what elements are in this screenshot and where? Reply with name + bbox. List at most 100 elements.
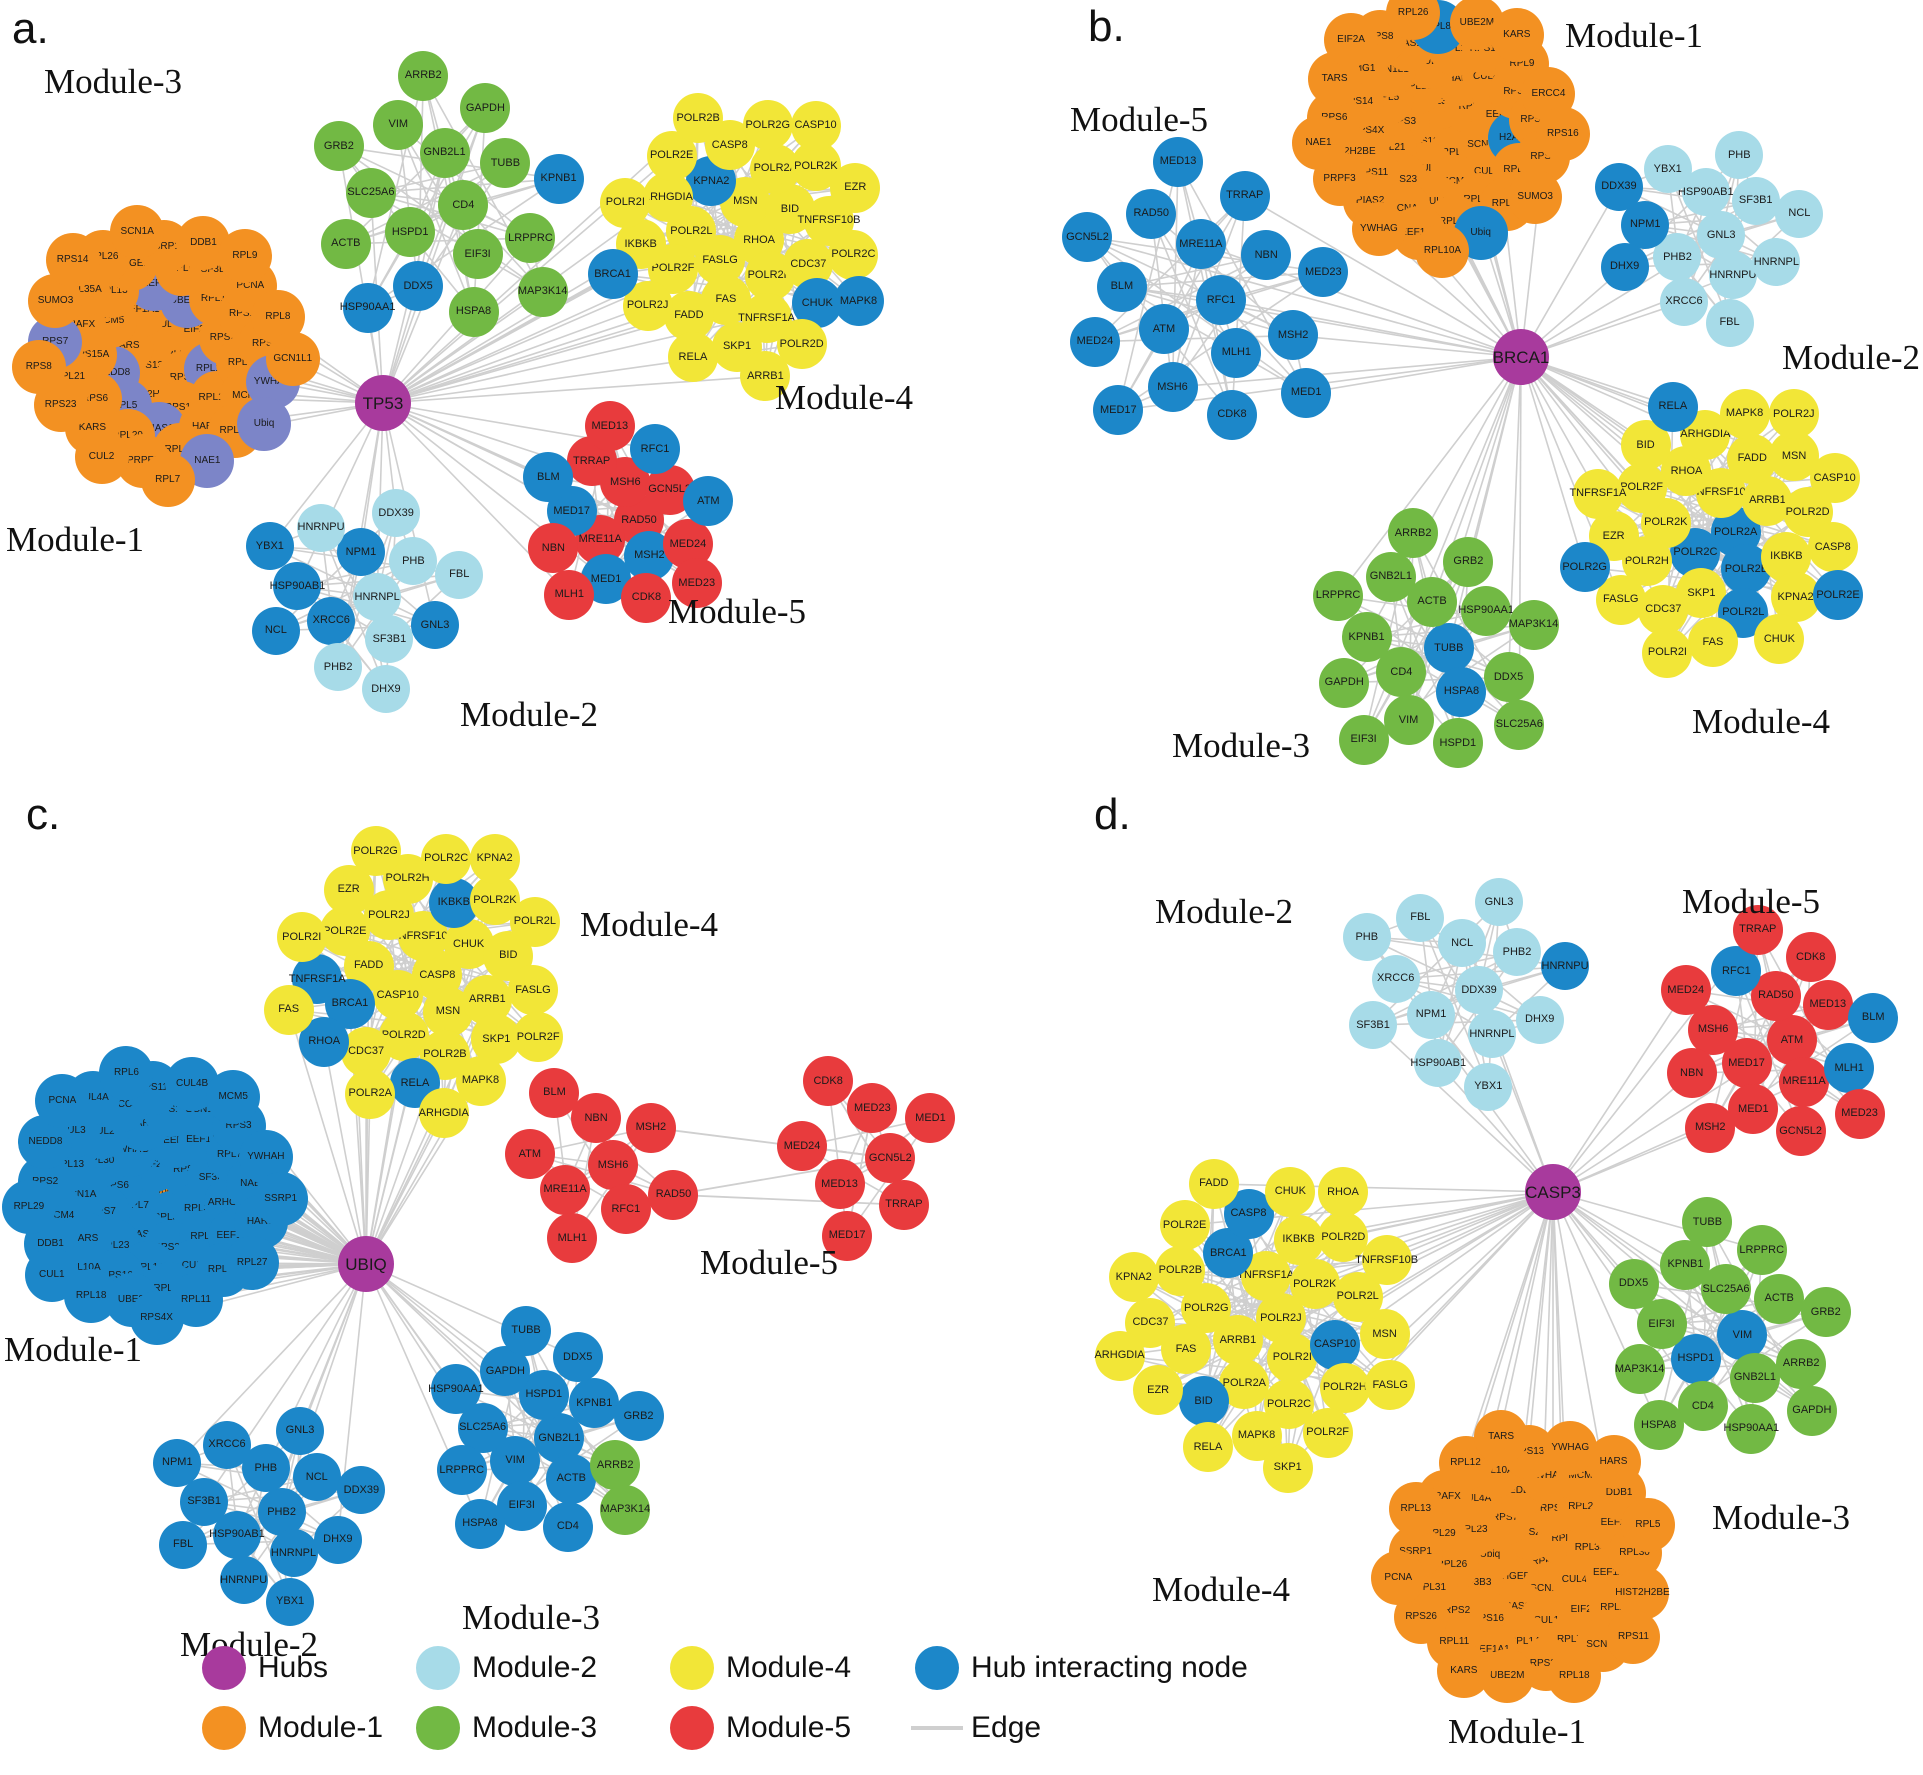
- node-label: FASLG: [1603, 593, 1639, 606]
- node-label: POLR2D: [381, 1029, 426, 1042]
- edge: [1244, 195, 1522, 358]
- node-YBX1: YBX1: [1464, 1062, 1513, 1111]
- node-label: RPS16: [164, 402, 197, 414]
- node-RPL29: RPL29: [1, 1180, 56, 1235]
- edge: [1150, 213, 1233, 416]
- node-label: SKP1: [482, 1032, 511, 1045]
- node-FAS: FAS: [1687, 617, 1738, 668]
- node-CUL2: CUL2: [74, 429, 129, 484]
- node-label: UBE2M: [1490, 1669, 1525, 1681]
- node-label: RPL21: [1374, 141, 1406, 153]
- node-label: TNFRSF10B: [1355, 1253, 1419, 1266]
- node-POLR2C: POLR2C: [828, 229, 879, 280]
- module-label: Module-1: [6, 520, 145, 559]
- node-CUL1: CUL1: [24, 1247, 79, 1302]
- edge: [1343, 1191, 1554, 1238]
- legend-swatch-hubs: [202, 1646, 246, 1690]
- node-label: EEF1A1: [216, 1229, 254, 1241]
- node-label: SF3B1: [372, 632, 407, 645]
- node-DDX5: DDX5: [393, 261, 444, 312]
- node-label: H2AFX: [1428, 1491, 1461, 1503]
- node-label: HSPA8: [455, 305, 492, 318]
- node-label: HSP90AA1: [1458, 604, 1515, 617]
- node-label: MAPK8: [461, 1074, 500, 1087]
- node-POLR2L: POLR2L: [509, 896, 560, 947]
- node-label: RPL6: [1459, 101, 1484, 112]
- node-YBX1: YBX1: [266, 1577, 315, 1626]
- node-label: YBX1: [255, 539, 284, 552]
- node-label: SKP1: [1687, 586, 1716, 599]
- node-label: POLR2L: [670, 224, 713, 237]
- node-label: RPL7: [155, 473, 181, 485]
- node-TRRAP: TRRAP: [1732, 904, 1783, 955]
- node-label: FADD: [353, 959, 384, 972]
- hub-TP53: TP53: [355, 375, 411, 431]
- node-label: NBN: [1254, 248, 1278, 261]
- node-label: CUL1: [1533, 1614, 1560, 1626]
- node-label: DDX5: [403, 279, 433, 292]
- node-label: RPS7: [1530, 150, 1557, 162]
- node-label: IKBKB: [437, 896, 470, 909]
- node-POLR2G: POLR2G: [742, 100, 793, 151]
- node-label: SCN1A: [1467, 138, 1501, 150]
- node-HNRNPL: HNRNPL: [1467, 1010, 1516, 1059]
- node-label: MSH6: [1697, 1023, 1729, 1036]
- node-label: LRPPRC: [1315, 589, 1361, 602]
- edge: [1372, 1019, 1540, 1026]
- node-label: RPL10A: [1423, 244, 1462, 256]
- node-label: ERCC4: [103, 1099, 138, 1111]
- node-label: RPS13: [1512, 1446, 1545, 1457]
- node-label: GNB2L1: [538, 1431, 581, 1444]
- node-label: RPS8: [173, 1164, 200, 1176]
- node-label: CD4: [1691, 1399, 1714, 1412]
- node-MSH6: MSH6: [588, 1140, 639, 1190]
- edge: [1200, 243, 1233, 415]
- node-label: NPM1: [1629, 218, 1661, 231]
- legend-label: Module-4: [726, 1651, 852, 1684]
- node-label: BRCA1: [1492, 347, 1550, 367]
- node-label: DHX9: [323, 1533, 353, 1546]
- node-label: PIAS1: [1501, 1600, 1531, 1612]
- node-label: HSPD1: [525, 1388, 563, 1401]
- node-label: ATM: [518, 1147, 542, 1160]
- node-label: GCN5L2: [1779, 1124, 1822, 1137]
- node-label: SF3B1: [187, 1495, 221, 1508]
- node-label: RPS4X: [1351, 124, 1385, 136]
- node-label: RPS23: [1385, 174, 1418, 186]
- node-label: POLR2D: [1321, 1230, 1366, 1243]
- node-ACTB: ACTB: [546, 1453, 597, 1504]
- node-label: POLR2C: [424, 852, 469, 865]
- node-HNRNPU: HNRNPU: [1708, 251, 1757, 300]
- node-label: GAPDH: [1324, 676, 1364, 689]
- node-label: POLR2F: [1306, 1426, 1350, 1439]
- node-label: BID: [1194, 1394, 1213, 1407]
- node-label: RPL9: [1509, 58, 1535, 70]
- node-label: RPL5: [1635, 1519, 1661, 1531]
- node-label: ACTB: [1417, 595, 1447, 608]
- node-label: ARHGEF4: [107, 258, 156, 270]
- node-NPM1: NPM1: [1621, 200, 1670, 249]
- node-label: POLR2A: [1222, 1377, 1267, 1390]
- node-label: POLR2E: [649, 149, 694, 162]
- node-label: RPL26: [1397, 6, 1429, 18]
- node-NAE1: NAE1: [1291, 115, 1346, 170]
- node-label: HARS: [246, 1215, 275, 1227]
- node-label: MSN: [733, 195, 758, 208]
- node-label: POLR2A: [753, 162, 797, 175]
- node-HNRNPL: HNRNPL: [269, 1529, 318, 1578]
- node-label: MED13: [1159, 155, 1197, 167]
- node-label: HNRNPU: [1709, 268, 1757, 281]
- node-label: POLR2C: [1267, 1397, 1312, 1410]
- node-FBL: FBL: [159, 1520, 208, 1569]
- node-label: CUL1: [152, 318, 179, 330]
- node-label: CUL4B: [1473, 165, 1507, 177]
- node-label: RPL29: [1425, 1528, 1456, 1540]
- edge: [1150, 213, 1174, 388]
- node-label: TP53: [362, 393, 404, 413]
- node-NPM1: NPM1: [153, 1438, 202, 1487]
- node-label: GCN1L1: [1529, 1583, 1569, 1595]
- node-label: HNRNPU: [1541, 959, 1589, 972]
- node-label: MAPK8: [839, 294, 878, 307]
- edge: [1552, 1191, 1762, 1251]
- node-label: RPL35A: [64, 284, 102, 296]
